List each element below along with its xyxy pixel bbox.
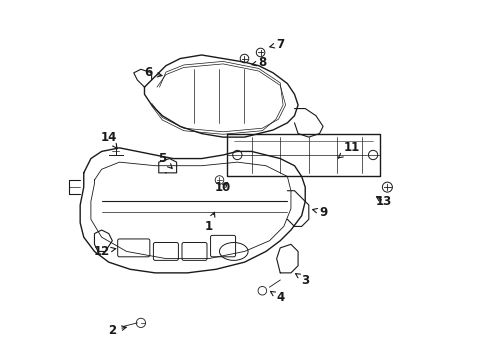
- Text: 12: 12: [93, 245, 116, 258]
- Text: 13: 13: [375, 195, 391, 208]
- Text: 7: 7: [269, 38, 284, 51]
- Text: 8: 8: [251, 55, 266, 69]
- Text: 5: 5: [158, 152, 172, 168]
- Text: 9: 9: [312, 206, 326, 219]
- Text: 2: 2: [108, 324, 126, 337]
- Text: 10: 10: [215, 181, 231, 194]
- Text: 1: 1: [204, 212, 214, 233]
- Text: 11: 11: [338, 141, 359, 158]
- Text: 6: 6: [143, 66, 162, 79]
- Text: 4: 4: [270, 291, 284, 305]
- Text: 14: 14: [101, 131, 117, 149]
- Text: 3: 3: [295, 274, 308, 287]
